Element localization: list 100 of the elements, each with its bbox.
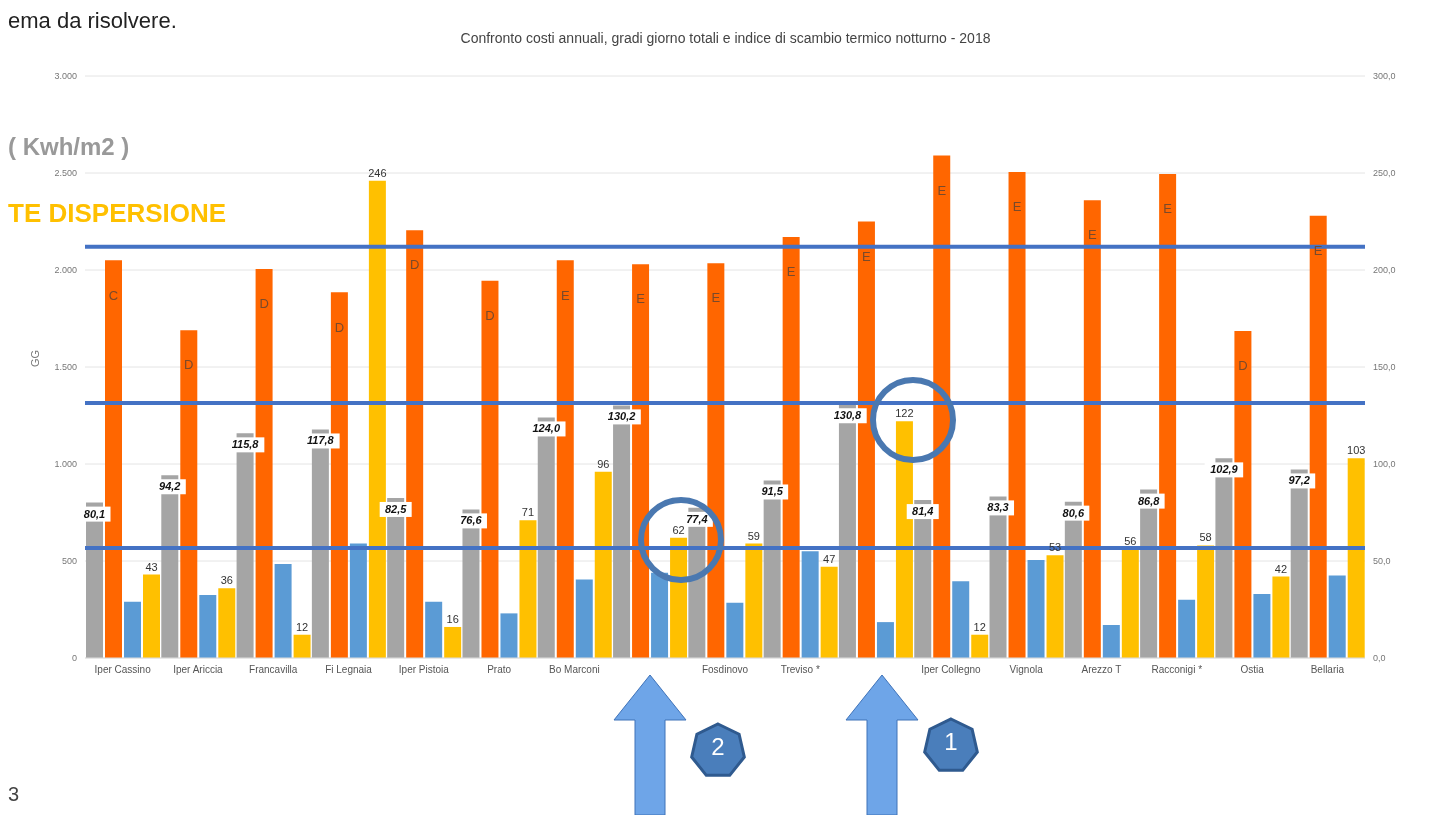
data-label: 86,8	[1137, 494, 1161, 507]
data-label: 96	[597, 457, 610, 470]
x-tick-label: Fosdinovo	[701, 664, 749, 676]
data-label: D	[334, 319, 345, 335]
data-label: 122	[895, 407, 914, 420]
data-label: D	[259, 296, 269, 312]
bar	[519, 520, 537, 658]
y-tick-label: 3.000	[54, 71, 77, 82]
data-label: 103	[1347, 444, 1366, 457]
data-label: D	[409, 257, 420, 273]
data-label: E	[560, 287, 570, 303]
data-label: E	[1163, 201, 1173, 217]
x-tick-label: Iper Ariccia	[173, 664, 224, 676]
data-label: E	[937, 182, 947, 198]
bar	[1159, 173, 1177, 658]
y2-tick-label: 50,0	[1373, 556, 1391, 567]
bar	[782, 237, 800, 658]
data-label: E	[786, 264, 796, 280]
y-tick-label: 500	[61, 556, 77, 567]
bar	[1102, 625, 1120, 658]
data-label: 36	[220, 574, 233, 587]
y2-tick-label: 300,0	[1373, 71, 1396, 82]
bar	[952, 581, 970, 658]
data-label: 56	[1124, 535, 1137, 548]
data-label: 83,3	[987, 501, 1009, 514]
y-tick-label: 1.500	[54, 362, 77, 373]
data-label: 12	[295, 620, 309, 633]
data-label: 62	[672, 523, 685, 536]
data-label: D	[485, 307, 495, 323]
y-axis-title: GG	[28, 349, 41, 367]
y2-tick-label: 100,0	[1373, 459, 1396, 470]
data-label: 59	[747, 529, 760, 542]
y-tick-label: 1.000	[54, 459, 77, 470]
x-tick-label: Vignola	[1009, 664, 1044, 676]
data-label: E	[711, 290, 721, 306]
data-label: 47	[823, 552, 836, 565]
data-label: 80,1	[83, 507, 106, 520]
x-tick-label: Iper Pistoia	[398, 664, 450, 676]
text: 2	[710, 733, 726, 761]
bar	[349, 543, 367, 658]
chart-title: Confronto costi annuali, gradi giorno totali e indice di scambio termico notturno - 2018	[460, 30, 991, 46]
x-tick-label: Iper Cassino	[94, 664, 152, 676]
bar	[895, 421, 913, 658]
data-label: E	[862, 248, 872, 264]
data-label: E	[636, 291, 646, 307]
x-tick-label: Bellaria	[1310, 664, 1345, 676]
data-label: 80,6	[1062, 506, 1085, 519]
bar	[745, 543, 763, 658]
data-label: D	[1238, 358, 1248, 374]
bar	[500, 613, 518, 658]
bar	[594, 471, 612, 658]
data-label: 94,2	[159, 480, 181, 493]
data-label: 130,8	[833, 409, 863, 422]
data-label: 58	[1199, 531, 1212, 544]
x-tick-label: Iper Collegno	[921, 664, 982, 676]
bar	[1083, 200, 1101, 658]
data-label: 246	[368, 166, 387, 179]
x-tick-label: Fi Legnaia	[325, 664, 373, 676]
text: 3	[8, 783, 20, 806]
bar	[971, 634, 989, 658]
bar	[293, 634, 311, 658]
bar	[876, 622, 894, 658]
x-tick-label: Francavilla	[249, 664, 298, 676]
bar	[1347, 458, 1365, 658]
data-label: E	[1012, 199, 1022, 215]
data-label: 82,5	[384, 502, 408, 515]
data-label: 16	[446, 612, 459, 625]
y2-tick-label: 200,0	[1373, 265, 1396, 276]
data-label: 91,5	[761, 485, 784, 498]
bar	[933, 155, 951, 658]
bar	[274, 563, 292, 658]
x-tick-label: Ostia	[1240, 664, 1265, 676]
data-label: 115,8	[231, 438, 260, 451]
y-tick-label: 2.500	[54, 168, 77, 179]
x-tick-label: Racconigi *	[1151, 664, 1203, 676]
x-tick-label: Prato	[487, 664, 512, 676]
y-tick-label: 2.000	[54, 265, 77, 276]
bar	[481, 280, 499, 658]
data-label: 71	[521, 506, 535, 519]
data-label: D	[184, 357, 194, 373]
bar	[1121, 549, 1139, 658]
bar	[1008, 172, 1026, 658]
bar	[707, 263, 725, 658]
y2-tick-label: 150,0	[1373, 362, 1396, 373]
bar	[368, 180, 386, 658]
annotation: ( Kwh/m2 )	[8, 133, 130, 161]
text: ema da risolvere.	[8, 8, 177, 34]
data-label: 77,4	[686, 512, 708, 525]
data-label: 42	[1274, 562, 1288, 575]
annotation: TE DISPERSIONE	[8, 198, 227, 229]
x-tick-label: Treviso *	[780, 664, 820, 676]
x-tick-label: Arezzo T	[1081, 664, 1122, 676]
data-label: E	[1087, 227, 1097, 243]
data-label: 124,0	[532, 422, 561, 435]
y2-tick-label: 250,0	[1373, 168, 1396, 179]
data-label: 102,9	[1210, 463, 1239, 476]
text: 1	[943, 728, 959, 756]
data-label: C	[108, 287, 119, 303]
data-label: 97,2	[1288, 474, 1310, 487]
bar	[1309, 215, 1327, 658]
